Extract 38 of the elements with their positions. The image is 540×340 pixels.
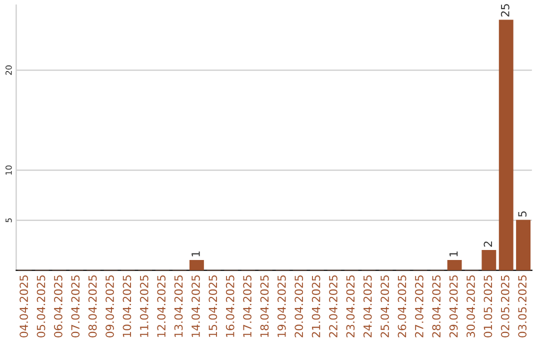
x-tick-label: 02.05.2025 bbox=[500, 275, 510, 338]
x-tick-label: 17.04.2025 bbox=[243, 275, 252, 337]
x-tick-label: 04.04.2025 bbox=[20, 275, 28, 338]
x-tick-label: 28.04.2025 bbox=[432, 275, 441, 338]
x-tick-label: 13.04.2025 bbox=[174, 275, 183, 337]
x-tick-label: 23.04.2025 bbox=[346, 275, 355, 338]
data-label: 5 bbox=[518, 211, 527, 217]
data-label: 1 bbox=[450, 251, 458, 256]
x-tick-label: 07.04.2025 bbox=[71, 275, 80, 338]
x-tick-label: 18.04.2025 bbox=[260, 275, 269, 337]
x-tick-label: 08.04.2025 bbox=[88, 275, 97, 338]
y-tick-label: 10 bbox=[6, 165, 12, 175]
x-tick-label: 03.05.2025 bbox=[518, 275, 527, 338]
x-tick-label: 21.04.2025 bbox=[312, 275, 320, 338]
x-tick-label: 14.04.2025 bbox=[192, 275, 200, 337]
x-tick-label: 26.04.2025 bbox=[398, 275, 406, 338]
x-tick-label: 06.04.2025 bbox=[54, 275, 62, 338]
x-tick-label: 10.04.2025 bbox=[122, 275, 132, 337]
x-tick-label: 19.04.2025 bbox=[277, 275, 286, 337]
x-tick-label: 16.04.2025 bbox=[226, 275, 234, 337]
x-tick-label: 30.04.2025 bbox=[466, 275, 475, 338]
x-tick-label: 29.04.2025 bbox=[449, 275, 458, 338]
data-label: 25 bbox=[500, 4, 510, 17]
x-tick-label: 24.04.2025 bbox=[363, 275, 372, 338]
x-tick-label: 15.04.2025 bbox=[208, 275, 218, 337]
x-tick-label: 09.04.2025 bbox=[106, 275, 114, 338]
data-label: 1 bbox=[192, 251, 200, 256]
x-tick-label: 25.04.2025 bbox=[380, 275, 390, 338]
x-tick-label: 22.04.2025 bbox=[329, 275, 338, 338]
data-label: 2 bbox=[484, 242, 492, 247]
x-tick-label: 01.05.2025 bbox=[484, 275, 492, 338]
x-tick-label: 20.04.2025 bbox=[294, 275, 304, 338]
y-tick-label: 20 bbox=[6, 65, 12, 75]
y-tick-label: 5 bbox=[6, 218, 12, 222]
x-tick-label: 12.04.2025 bbox=[157, 275, 166, 337]
x-tick-label: 27.04.2025 bbox=[414, 275, 424, 338]
x-tick-label: 05.04.2025 bbox=[36, 275, 46, 338]
x-tick-label: 11.04.2025 bbox=[140, 275, 148, 337]
